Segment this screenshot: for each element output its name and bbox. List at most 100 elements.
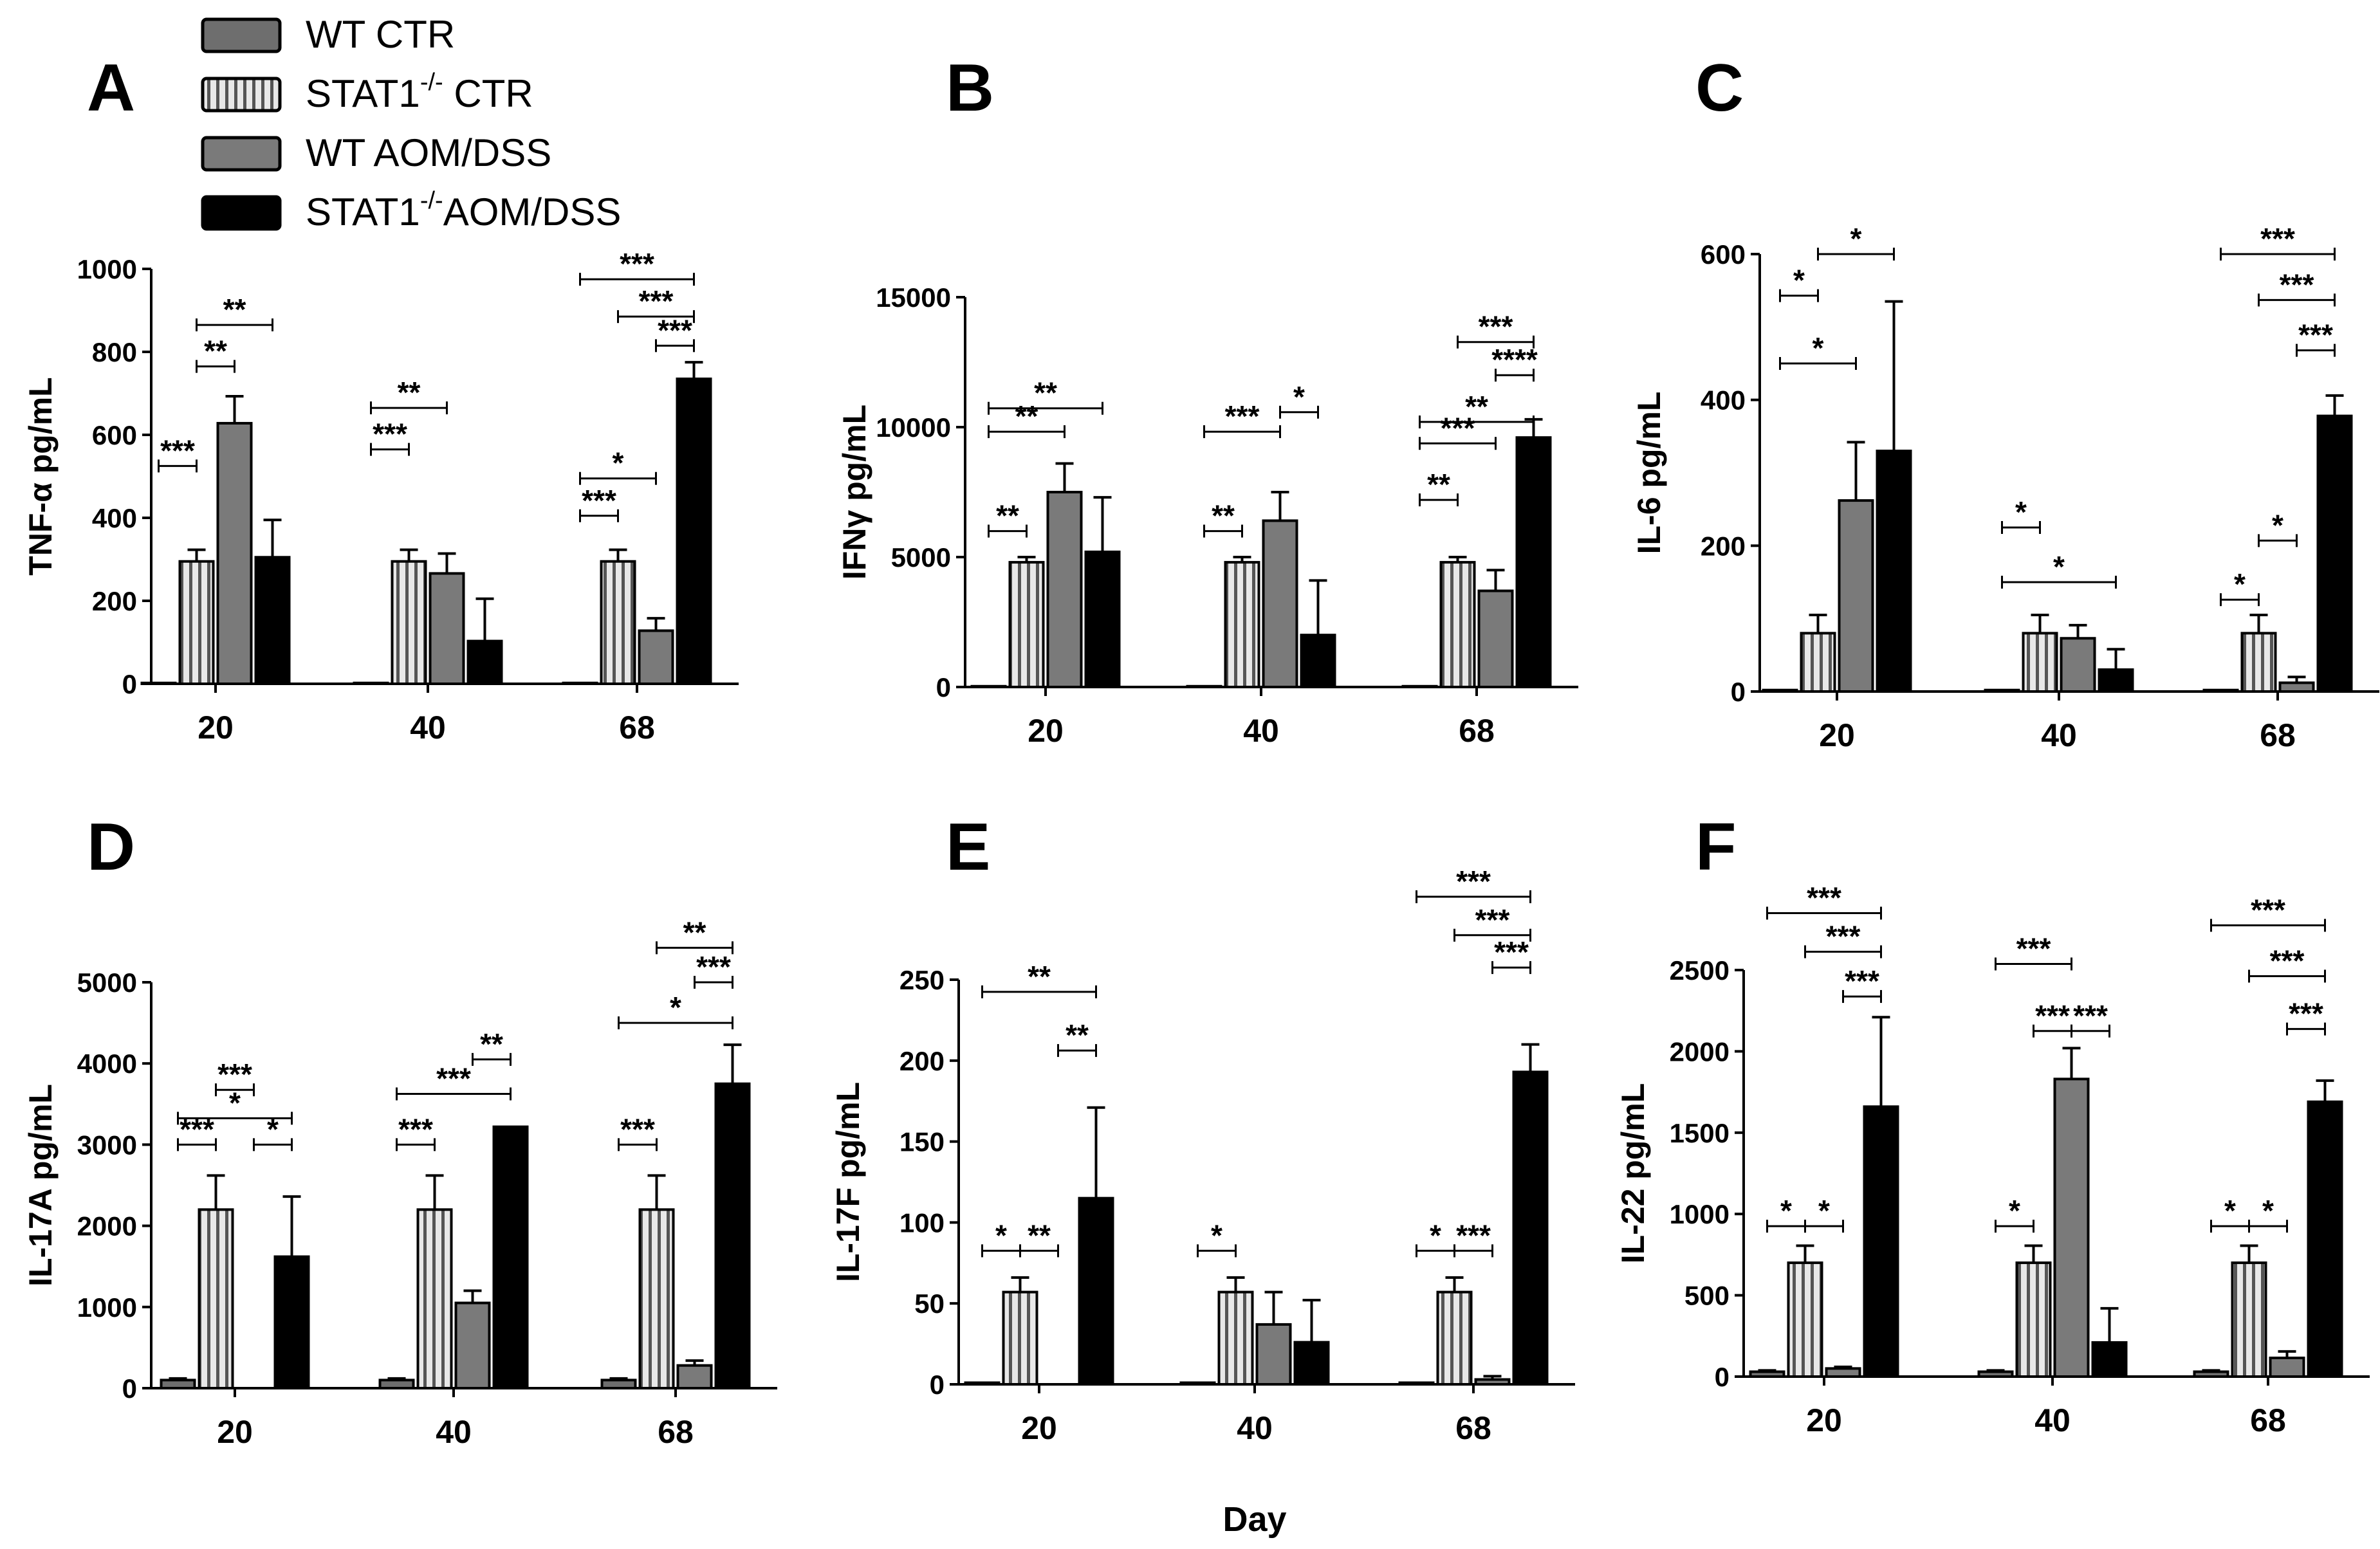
bar xyxy=(216,421,253,685)
bar xyxy=(1863,1105,1899,1379)
bar xyxy=(1477,589,1514,689)
significance-stars: *** xyxy=(2035,999,2070,1032)
y-axis-label: IFNγ pg/mL xyxy=(836,405,872,580)
y-axis-label: IL-17F pg/mL xyxy=(830,1082,866,1282)
shared-x-axis-label: Day xyxy=(1222,1500,1286,1539)
significance-stars: * xyxy=(1850,222,1862,255)
x-tick-label: 20 xyxy=(1021,1410,1057,1446)
y-tick-label: 200 xyxy=(1701,531,1746,561)
significance-stars: *** xyxy=(1456,865,1491,898)
significance-stars: *** xyxy=(2298,318,2333,352)
significance-stars: ** xyxy=(1465,390,1488,423)
bar xyxy=(1084,550,1121,688)
significance-stars: *** xyxy=(2280,268,2314,301)
significance-stars: * xyxy=(1780,1194,1792,1227)
significance-stars: *** xyxy=(2016,932,2051,966)
bar xyxy=(2269,1356,2305,1378)
chart-panel-d: D 0 1000 2000 3000 4000 5000 IL-17A pg/mL 20 40 68… xyxy=(23,810,777,1450)
x-tick-label: 68 xyxy=(619,710,655,746)
significance-stars: *** xyxy=(696,950,731,984)
bar xyxy=(2193,1370,2229,1379)
significance-stars: *** xyxy=(2289,997,2323,1031)
significance-stars: * xyxy=(2009,1194,2020,1227)
significance-stars: * xyxy=(2262,1194,2274,1227)
bar xyxy=(2240,632,2277,693)
bar xyxy=(1977,1370,2014,1379)
bar xyxy=(2202,688,2239,693)
significance-stars: * xyxy=(229,1086,241,1119)
x-tick-label: 20 xyxy=(198,710,234,746)
bar xyxy=(2060,637,2096,693)
significance-stars: * xyxy=(1818,1194,1830,1227)
panel-letter: B xyxy=(946,51,994,125)
bar xyxy=(160,1379,196,1389)
y-tick-label: 0 xyxy=(1731,677,1746,707)
bar xyxy=(562,681,598,685)
significance-stars: *** xyxy=(398,1112,433,1146)
y-tick-label: 5000 xyxy=(77,967,137,998)
panel-letter: C xyxy=(1695,51,1744,125)
significance-stars: *** xyxy=(1225,399,1260,433)
x-tick-label: 68 xyxy=(658,1414,694,1450)
y-tick-label: 1000 xyxy=(77,1292,137,1323)
significance-stars: * xyxy=(1813,331,1824,365)
bar xyxy=(273,1255,310,1390)
bar xyxy=(1224,561,1260,689)
significance-stars: * xyxy=(1293,380,1305,414)
x-tick-label: 40 xyxy=(2034,1402,2071,1438)
y-tick-label: 600 xyxy=(1701,239,1746,270)
bar xyxy=(1512,1070,1549,1386)
bar xyxy=(1041,1383,1075,1384)
significance-stars: * xyxy=(995,1218,1007,1252)
legend-label: WT AOM/DSS xyxy=(306,131,551,174)
y-tick-label: 200 xyxy=(899,1046,945,1076)
bar xyxy=(1838,499,1874,693)
y-tick-label: 5000 xyxy=(891,542,951,573)
bar xyxy=(676,377,712,685)
significance-stars: * xyxy=(1793,264,1805,297)
x-tick-label: 40 xyxy=(2041,717,2077,753)
x-tick-label: 20 xyxy=(1806,1402,1842,1438)
significance-stars: * xyxy=(2224,1194,2236,1227)
bar xyxy=(2091,1341,2128,1379)
bar xyxy=(1186,684,1222,688)
y-tick-label: 2000 xyxy=(1670,1036,1730,1067)
y-axis-label: TNF-α pg/mL xyxy=(23,377,59,575)
bar xyxy=(1439,561,1476,689)
y-tick-label: 15000 xyxy=(876,282,951,313)
significance-stars: ** xyxy=(1212,499,1235,533)
significance-stars: * xyxy=(267,1112,279,1146)
legend-label: STAT1-/- CTR xyxy=(306,69,533,115)
y-tick-label: 3000 xyxy=(77,1130,137,1160)
legend-swatch xyxy=(201,136,282,172)
significance-stars: *** xyxy=(217,1058,252,1091)
x-tick-label: 40 xyxy=(410,710,446,746)
significance-stars: ** xyxy=(1028,960,1051,993)
x-tick-label: 40 xyxy=(1243,713,1279,749)
bar xyxy=(466,639,503,685)
bar xyxy=(378,1379,415,1389)
bar xyxy=(1002,1290,1038,1386)
bar xyxy=(454,1301,491,1389)
legend-item: STAT1-/-AOM/DSS xyxy=(201,187,621,234)
bar xyxy=(2278,681,2315,693)
bar xyxy=(254,556,291,686)
y-tick-label: 100 xyxy=(899,1207,945,1238)
y-tick-label: 600 xyxy=(92,420,137,450)
legend-swatch xyxy=(201,77,282,113)
significance-stars: * xyxy=(2234,567,2246,601)
panel-letter: A xyxy=(87,51,135,125)
bar xyxy=(2015,1261,2052,1379)
significance-stars: *** xyxy=(2073,999,2108,1032)
significance-stars: *** xyxy=(1826,920,1861,953)
bar xyxy=(1876,450,1912,693)
bar xyxy=(1515,436,1552,688)
bar xyxy=(964,1381,1001,1386)
bar xyxy=(1474,1378,1511,1386)
significance-stars: * xyxy=(1211,1218,1222,1252)
bar xyxy=(1293,1341,1330,1386)
